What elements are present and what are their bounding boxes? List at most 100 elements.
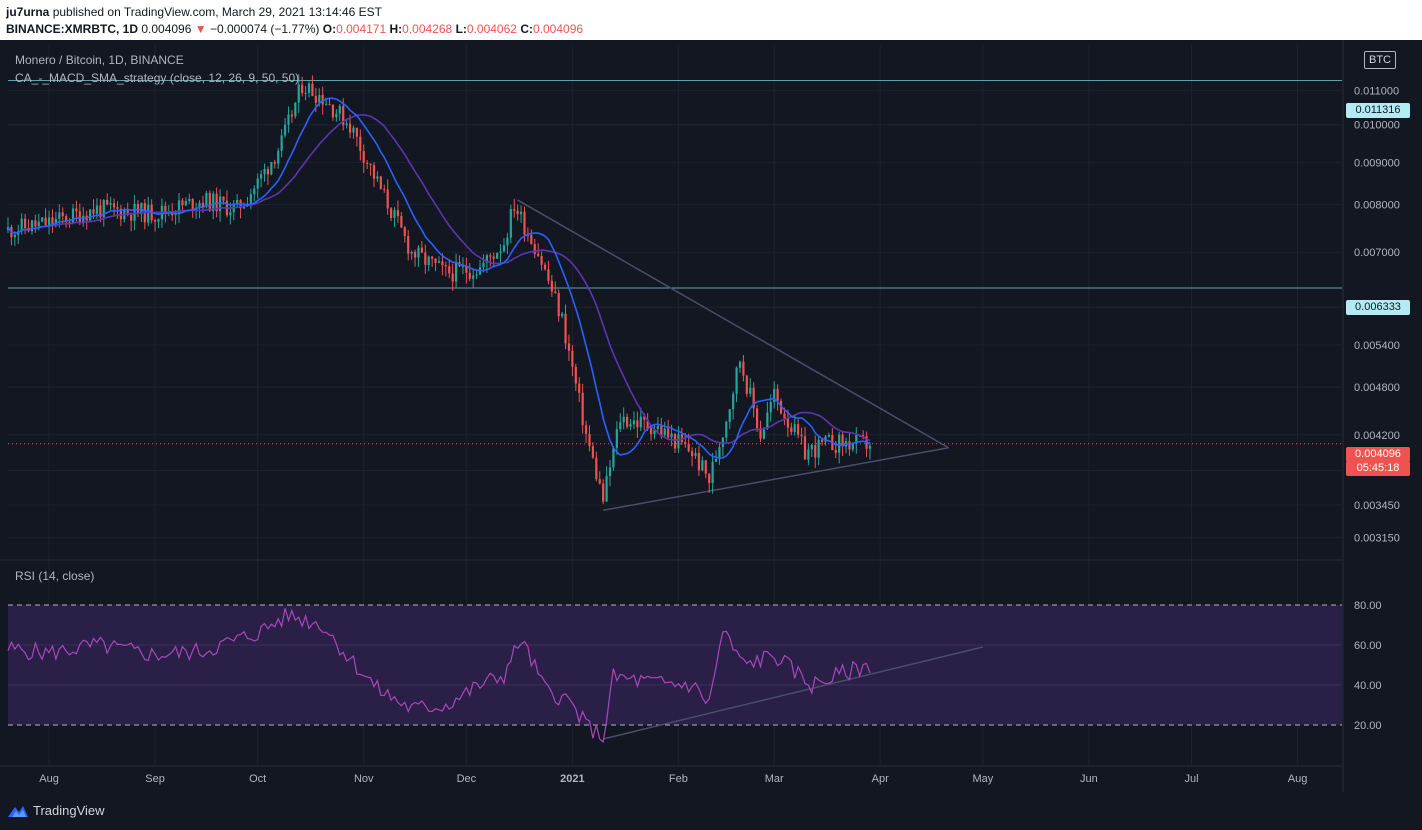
tradingview-logo-icon[interactable] xyxy=(7,804,29,818)
candle-body xyxy=(489,255,492,257)
rsi-line xyxy=(7,608,871,744)
down-arrow-icon: ▼ xyxy=(194,22,207,36)
candle-body xyxy=(253,188,256,195)
candle-body xyxy=(704,460,707,474)
candle-body xyxy=(797,424,800,435)
candle-body xyxy=(472,275,475,279)
candle-body xyxy=(427,256,430,265)
x-tick-label: Aug xyxy=(39,773,59,785)
x-tick-label: Jun xyxy=(1080,773,1098,785)
candle-body xyxy=(629,424,632,427)
strategy-legend[interactable]: CA_-_MACD_SMA_strategy (close, 12, 26, 9… xyxy=(15,71,300,85)
tradingview-brand[interactable]: TradingView xyxy=(33,803,105,818)
candle-body xyxy=(20,218,23,232)
candle-body xyxy=(75,208,78,212)
currency-badge[interactable]: BTC xyxy=(1364,51,1396,69)
candle-body xyxy=(691,451,694,456)
rsi-legend[interactable]: RSI (14, close) xyxy=(15,569,95,583)
candle-body xyxy=(263,169,266,175)
candle-body xyxy=(776,388,779,401)
candle-body xyxy=(485,255,488,263)
candle-body xyxy=(728,409,731,422)
candle-body xyxy=(468,272,471,279)
candle-body xyxy=(95,205,99,214)
candle-body xyxy=(660,426,663,436)
candle-body xyxy=(656,426,659,430)
candle-body xyxy=(649,428,653,435)
candle-body xyxy=(369,163,372,166)
candle-body xyxy=(30,220,34,232)
candle-body xyxy=(834,450,837,453)
candle-body xyxy=(372,165,376,179)
y-tick-label: 0.007000 xyxy=(1354,247,1400,259)
candle-body xyxy=(283,124,287,136)
candle-body xyxy=(400,216,403,228)
x-tick-label: Dec xyxy=(457,773,477,785)
candle-body xyxy=(51,217,54,225)
candle-body xyxy=(636,420,639,428)
candle-body xyxy=(431,256,434,259)
candle-body xyxy=(157,219,160,222)
candle-body xyxy=(708,473,711,483)
candle-body xyxy=(803,436,807,460)
candle-body xyxy=(58,212,61,219)
candle-body xyxy=(755,408,759,429)
candle-body xyxy=(318,95,321,103)
candle-body xyxy=(714,459,718,462)
countdown-tag: 05:45:18 xyxy=(1346,461,1410,476)
candle-body xyxy=(65,216,68,223)
candle-body xyxy=(783,413,786,419)
candle-body xyxy=(800,434,803,437)
candle-body xyxy=(383,189,386,191)
candle-body xyxy=(608,467,612,477)
candle-body xyxy=(626,416,629,427)
candle-body xyxy=(670,433,673,438)
candle-body xyxy=(345,123,348,126)
candle-body xyxy=(301,84,304,94)
candle-body xyxy=(814,445,817,458)
candle-body xyxy=(106,199,109,205)
high-label: H: xyxy=(389,22,403,36)
candle-body xyxy=(584,425,588,434)
x-tick-label: Sep xyxy=(145,773,165,785)
candle-body xyxy=(588,433,591,447)
x-tick-label: Mar xyxy=(765,773,784,785)
candle-body xyxy=(99,205,102,218)
candle-body xyxy=(348,123,352,133)
candle-body xyxy=(164,205,167,213)
candle-body xyxy=(523,211,526,235)
candle-body xyxy=(6,227,10,230)
candle-body xyxy=(212,193,215,211)
candle-body xyxy=(817,439,820,458)
candle-body xyxy=(116,207,119,209)
candle-body xyxy=(328,104,331,106)
candle-body xyxy=(68,222,71,224)
x-tick-label: Aug xyxy=(1288,773,1308,785)
candle-body xyxy=(612,447,615,468)
candle-body xyxy=(270,161,273,175)
y-tick-label: 0.003150 xyxy=(1354,533,1400,545)
candle-body xyxy=(376,176,379,179)
candle-body xyxy=(571,350,574,367)
candle-body xyxy=(102,199,105,218)
candle-body xyxy=(201,202,205,207)
chart-title[interactable]: Monero / Bitcoin, 1D, BINANCE xyxy=(15,53,184,67)
candle-body xyxy=(824,436,827,442)
published-text: published on TradingView.com, March 29, … xyxy=(52,5,383,19)
candle-body xyxy=(386,189,389,209)
candle-body xyxy=(492,256,495,259)
candle-body xyxy=(437,261,441,263)
candle-body xyxy=(222,196,225,201)
candle-body xyxy=(509,209,512,238)
candle-body xyxy=(24,218,27,228)
candle-body xyxy=(619,422,622,430)
candle-body xyxy=(502,245,506,252)
author-name[interactable]: ju7urna xyxy=(6,5,50,19)
candle-body xyxy=(461,265,465,267)
candle-body xyxy=(407,236,410,254)
candle-body xyxy=(362,151,365,163)
candle-body xyxy=(793,424,796,432)
candle-body xyxy=(191,198,194,211)
candle-body xyxy=(393,210,396,218)
